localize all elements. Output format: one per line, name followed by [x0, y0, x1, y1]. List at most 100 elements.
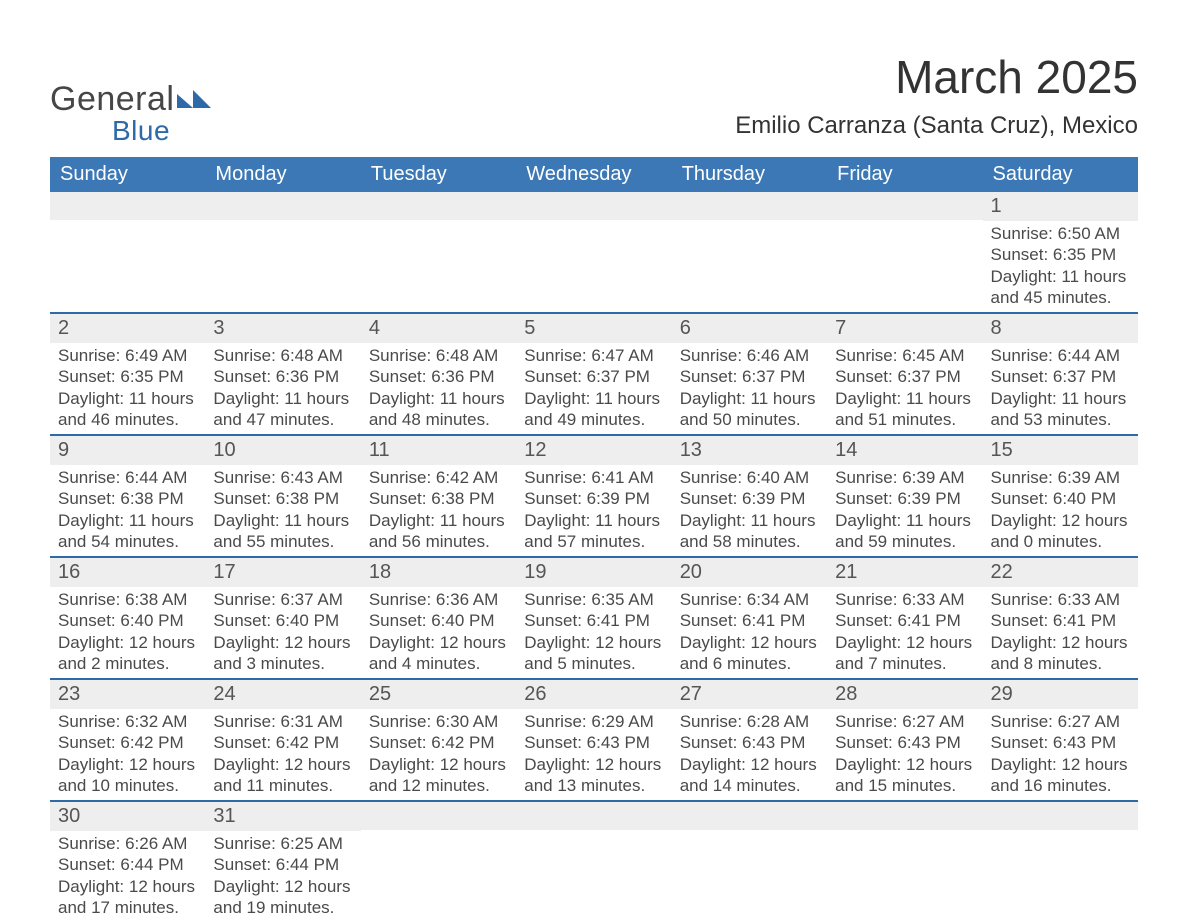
day-daylight2: and 4 minutes. [369, 653, 508, 674]
calendar-cell: 22Sunrise: 6:33 AMSunset: 6:41 PMDayligh… [983, 558, 1138, 678]
day-daylight1: Daylight: 11 hours [835, 510, 974, 531]
day-content: Sunrise: 6:25 AMSunset: 6:44 PMDaylight:… [205, 831, 360, 922]
day-daylight2: and 53 minutes. [991, 409, 1130, 430]
day-content: Sunrise: 6:27 AMSunset: 6:43 PMDaylight:… [983, 709, 1138, 800]
day-sunrise: Sunrise: 6:35 AM [524, 589, 663, 610]
date-number [361, 192, 516, 220]
calendar-cell: 29Sunrise: 6:27 AMSunset: 6:43 PMDayligh… [983, 680, 1138, 800]
day-daylight2: and 14 minutes. [680, 775, 819, 796]
day-daylight2: and 15 minutes. [835, 775, 974, 796]
day-content: Sunrise: 6:35 AMSunset: 6:41 PMDaylight:… [516, 587, 671, 678]
day-sunrise: Sunrise: 6:50 AM [991, 223, 1130, 244]
day-sunset: Sunset: 6:38 PM [369, 488, 508, 509]
day-sunset: Sunset: 6:44 PM [213, 854, 352, 875]
date-number: 4 [361, 314, 516, 343]
day-daylight1: Daylight: 11 hours [524, 388, 663, 409]
calendar-cell: 3Sunrise: 6:48 AMSunset: 6:36 PMDaylight… [205, 314, 360, 434]
date-number: 13 [672, 436, 827, 465]
day-daylight2: and 48 minutes. [369, 409, 508, 430]
calendar-cell: 19Sunrise: 6:35 AMSunset: 6:41 PMDayligh… [516, 558, 671, 678]
day-header: Sunday [50, 157, 205, 192]
day-sunrise: Sunrise: 6:39 AM [835, 467, 974, 488]
day-content: Sunrise: 6:28 AMSunset: 6:43 PMDaylight:… [672, 709, 827, 800]
logo-flag-icon [177, 88, 211, 112]
day-daylight1: Daylight: 12 hours [58, 876, 197, 897]
calendar-body: 1Sunrise: 6:50 AMSunset: 6:35 PMDaylight… [50, 192, 1138, 922]
day-sunrise: Sunrise: 6:30 AM [369, 711, 508, 732]
day-daylight1: Daylight: 12 hours [369, 632, 508, 653]
day-sunset: Sunset: 6:43 PM [524, 732, 663, 753]
day-header: Saturday [983, 157, 1138, 192]
day-daylight2: and 7 minutes. [835, 653, 974, 674]
day-content: Sunrise: 6:33 AMSunset: 6:41 PMDaylight:… [827, 587, 982, 678]
day-sunset: Sunset: 6:37 PM [991, 366, 1130, 387]
calendar-cell: 25Sunrise: 6:30 AMSunset: 6:42 PMDayligh… [361, 680, 516, 800]
logo-text-bottom: Blue [112, 115, 211, 147]
calendar-cell: 9Sunrise: 6:44 AMSunset: 6:38 PMDaylight… [50, 436, 205, 556]
day-sunrise: Sunrise: 6:25 AM [213, 833, 352, 854]
day-content: Sunrise: 6:44 AMSunset: 6:37 PMDaylight:… [983, 343, 1138, 434]
day-sunrise: Sunrise: 6:41 AM [524, 467, 663, 488]
calendar-cell [827, 192, 982, 312]
day-sunrise: Sunrise: 6:49 AM [58, 345, 197, 366]
calendar-cell: 15Sunrise: 6:39 AMSunset: 6:40 PMDayligh… [983, 436, 1138, 556]
day-content: Sunrise: 6:43 AMSunset: 6:38 PMDaylight:… [205, 465, 360, 556]
date-number: 3 [205, 314, 360, 343]
day-sunset: Sunset: 6:41 PM [835, 610, 974, 631]
calendar-cell: 26Sunrise: 6:29 AMSunset: 6:43 PMDayligh… [516, 680, 671, 800]
day-content: Sunrise: 6:33 AMSunset: 6:41 PMDaylight:… [983, 587, 1138, 678]
date-number: 5 [516, 314, 671, 343]
calendar-cell [827, 802, 982, 922]
day-sunrise: Sunrise: 6:34 AM [680, 589, 819, 610]
day-sunset: Sunset: 6:37 PM [680, 366, 819, 387]
day-daylight2: and 3 minutes. [213, 653, 352, 674]
calendar-cell: 11Sunrise: 6:42 AMSunset: 6:38 PMDayligh… [361, 436, 516, 556]
day-daylight1: Daylight: 11 hours [58, 388, 197, 409]
date-number: 21 [827, 558, 982, 587]
page-title: March 2025 [735, 50, 1138, 104]
day-header: Tuesday [361, 157, 516, 192]
calendar-cell [516, 192, 671, 312]
day-daylight2: and 0 minutes. [991, 531, 1130, 552]
day-sunset: Sunset: 6:35 PM [991, 244, 1130, 265]
day-content: Sunrise: 6:50 AMSunset: 6:35 PMDaylight:… [983, 221, 1138, 312]
day-daylight2: and 51 minutes. [835, 409, 974, 430]
day-content: Sunrise: 6:42 AMSunset: 6:38 PMDaylight:… [361, 465, 516, 556]
date-number [983, 802, 1138, 830]
day-sunrise: Sunrise: 6:32 AM [58, 711, 197, 732]
day-content: Sunrise: 6:36 AMSunset: 6:40 PMDaylight:… [361, 587, 516, 678]
calendar-week: 30Sunrise: 6:26 AMSunset: 6:44 PMDayligh… [50, 800, 1138, 922]
day-daylight1: Daylight: 11 hours [213, 510, 352, 531]
day-daylight2: and 17 minutes. [58, 897, 197, 918]
day-daylight1: Daylight: 11 hours [524, 510, 663, 531]
calendar-cell [672, 802, 827, 922]
day-header: Monday [205, 157, 360, 192]
day-sunset: Sunset: 6:37 PM [524, 366, 663, 387]
day-sunset: Sunset: 6:44 PM [58, 854, 197, 875]
date-number: 19 [516, 558, 671, 587]
day-daylight2: and 57 minutes. [524, 531, 663, 552]
calendar-cell: 10Sunrise: 6:43 AMSunset: 6:38 PMDayligh… [205, 436, 360, 556]
day-daylight2: and 10 minutes. [58, 775, 197, 796]
date-number: 28 [827, 680, 982, 709]
day-daylight1: Daylight: 12 hours [835, 754, 974, 775]
day-sunset: Sunset: 6:40 PM [58, 610, 197, 631]
date-number: 14 [827, 436, 982, 465]
day-sunrise: Sunrise: 6:39 AM [991, 467, 1130, 488]
day-daylight1: Daylight: 12 hours [213, 632, 352, 653]
calendar-cell: 31Sunrise: 6:25 AMSunset: 6:44 PMDayligh… [205, 802, 360, 922]
day-daylight2: and 6 minutes. [680, 653, 819, 674]
calendar-cell: 13Sunrise: 6:40 AMSunset: 6:39 PMDayligh… [672, 436, 827, 556]
date-number [516, 192, 671, 220]
day-daylight2: and 11 minutes. [213, 775, 352, 796]
calendar-cell: 1Sunrise: 6:50 AMSunset: 6:35 PMDaylight… [983, 192, 1138, 312]
day-daylight1: Daylight: 12 hours [213, 754, 352, 775]
day-daylight2: and 16 minutes. [991, 775, 1130, 796]
calendar-week: 2Sunrise: 6:49 AMSunset: 6:35 PMDaylight… [50, 312, 1138, 434]
day-daylight1: Daylight: 12 hours [680, 754, 819, 775]
calendar-cell: 7Sunrise: 6:45 AMSunset: 6:37 PMDaylight… [827, 314, 982, 434]
day-sunset: Sunset: 6:37 PM [835, 366, 974, 387]
day-daylight2: and 46 minutes. [58, 409, 197, 430]
date-number: 18 [361, 558, 516, 587]
day-daylight2: and 47 minutes. [213, 409, 352, 430]
